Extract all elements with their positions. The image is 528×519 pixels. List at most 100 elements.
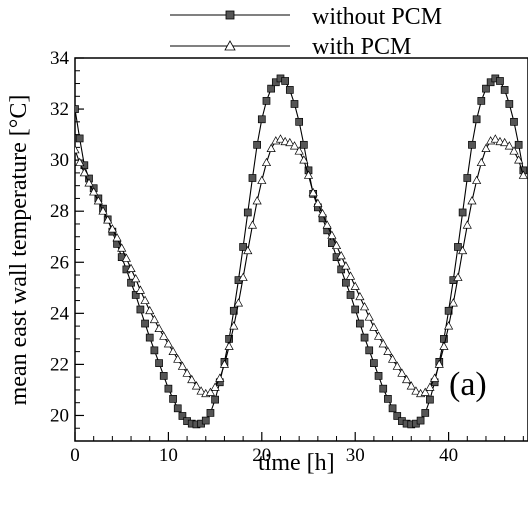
data-point-triangle bbox=[205, 387, 216, 396]
data-point-square bbox=[159, 372, 168, 380]
data-point-square bbox=[75, 134, 84, 143]
data-point-triangle bbox=[313, 198, 323, 207]
data-point-triangle bbox=[504, 141, 514, 150]
data-point-triangle bbox=[373, 331, 384, 340]
data-point-triangle bbox=[159, 331, 169, 340]
data-point-triangle bbox=[168, 346, 178, 355]
data-point-square bbox=[379, 384, 388, 393]
data-point-triangle bbox=[453, 272, 463, 281]
data-point-triangle bbox=[79, 167, 89, 177]
data-point-triangle bbox=[107, 224, 117, 233]
x-tick-label: 40 bbox=[439, 445, 458, 466]
data-point-square bbox=[253, 140, 261, 149]
data-point-triangle bbox=[75, 144, 80, 154]
data-point-triangle bbox=[458, 245, 468, 255]
data-point-triangle bbox=[224, 341, 234, 350]
data-point-square bbox=[482, 84, 490, 93]
data-point-triangle bbox=[378, 339, 388, 348]
data-point-triangle bbox=[472, 175, 482, 184]
x-tick-label: 20 bbox=[252, 445, 271, 466]
data-point-triangle bbox=[303, 170, 314, 179]
data-point-square bbox=[131, 291, 140, 299]
data-point-triangle bbox=[252, 196, 262, 205]
data-point-square bbox=[421, 409, 430, 417]
data-point-triangle bbox=[490, 134, 500, 143]
y-tick-label: 22 bbox=[50, 354, 69, 375]
data-point-triangle bbox=[177, 361, 188, 370]
data-point-triangle bbox=[476, 157, 486, 167]
data-point-square bbox=[346, 291, 355, 299]
data-point-square bbox=[141, 319, 149, 328]
data-point-triangle bbox=[509, 146, 519, 155]
data-point-square bbox=[356, 319, 364, 328]
data-point-triangle bbox=[294, 146, 304, 155]
data-point-square bbox=[262, 97, 271, 105]
data-point-square bbox=[500, 86, 509, 94]
y-tick-label: 26 bbox=[50, 252, 69, 273]
data-point-triangle bbox=[84, 178, 94, 187]
data-point-triangle bbox=[112, 233, 122, 242]
data-point-triangle bbox=[420, 387, 430, 396]
data-point-square bbox=[360, 333, 369, 342]
y-tick-label: 28 bbox=[50, 201, 69, 222]
data-point-square bbox=[426, 395, 434, 404]
data-point-square bbox=[496, 77, 504, 85]
data-point-triangle bbox=[467, 196, 477, 205]
data-point-triangle bbox=[121, 253, 131, 262]
data-point-triangle bbox=[93, 196, 103, 205]
data-point-triangle bbox=[481, 143, 491, 152]
data-point-square bbox=[136, 305, 145, 314]
y-tick-label: 24 bbox=[50, 303, 70, 324]
data-point-square bbox=[370, 359, 378, 367]
data-point-square bbox=[458, 208, 467, 217]
data-point-triangle bbox=[434, 359, 444, 368]
data-point-triangle bbox=[182, 368, 192, 377]
data-point-square bbox=[169, 395, 177, 403]
data-point-triangle bbox=[308, 187, 318, 197]
data-point-triangle bbox=[364, 312, 374, 321]
data-point-square bbox=[374, 372, 383, 380]
data-point-triangle bbox=[430, 373, 440, 382]
data-point-triangle bbox=[369, 322, 379, 331]
data-point-square bbox=[211, 395, 219, 404]
data-point-triangle bbox=[233, 298, 244, 307]
data-point-triangle bbox=[135, 285, 145, 294]
y-tick-label: 30 bbox=[50, 150, 69, 171]
data-point-triangle bbox=[210, 382, 220, 391]
y-axis-label: mean east wall temperature [°C] bbox=[6, 95, 32, 406]
data-point-triangle bbox=[229, 321, 239, 330]
data-point-square bbox=[248, 174, 257, 182]
data-point-triangle bbox=[261, 157, 272, 167]
data-point-triangle bbox=[518, 170, 528, 179]
data-point-square bbox=[393, 412, 402, 420]
data-point-triangle bbox=[98, 206, 108, 215]
data-point-triangle bbox=[154, 323, 164, 333]
data-point-triangle bbox=[444, 321, 454, 330]
data-point-triangle bbox=[397, 368, 407, 377]
data-point-triangle bbox=[331, 240, 342, 250]
data-point-triangle bbox=[392, 361, 402, 370]
data-point-square bbox=[351, 305, 360, 314]
data-point-triangle bbox=[317, 208, 328, 218]
data-point-square bbox=[127, 278, 135, 287]
data-point-square bbox=[468, 140, 476, 149]
x-axis-label: time [h] bbox=[258, 450, 335, 476]
legend-label-without-pcm: without PCM bbox=[312, 4, 442, 30]
x-tick-label: 30 bbox=[346, 445, 365, 466]
data-point-square bbox=[75, 105, 79, 113]
y-tick-label: 32 bbox=[50, 99, 69, 120]
data-point-square bbox=[281, 77, 290, 85]
data-point-triangle bbox=[126, 263, 136, 272]
data-point-triangle bbox=[191, 381, 202, 390]
data-point-triangle bbox=[462, 220, 472, 229]
y-tick-label: 34 bbox=[50, 48, 70, 69]
data-point-triangle bbox=[322, 220, 332, 229]
data-point-square bbox=[514, 140, 523, 149]
data-point-triangle bbox=[350, 281, 360, 290]
data-point-triangle bbox=[500, 137, 510, 147]
data-point-triangle bbox=[187, 374, 197, 384]
data-point-triangle bbox=[219, 359, 230, 368]
legend-label-with-pcm: with PCM bbox=[312, 34, 411, 60]
data-point-triangle bbox=[215, 373, 225, 382]
